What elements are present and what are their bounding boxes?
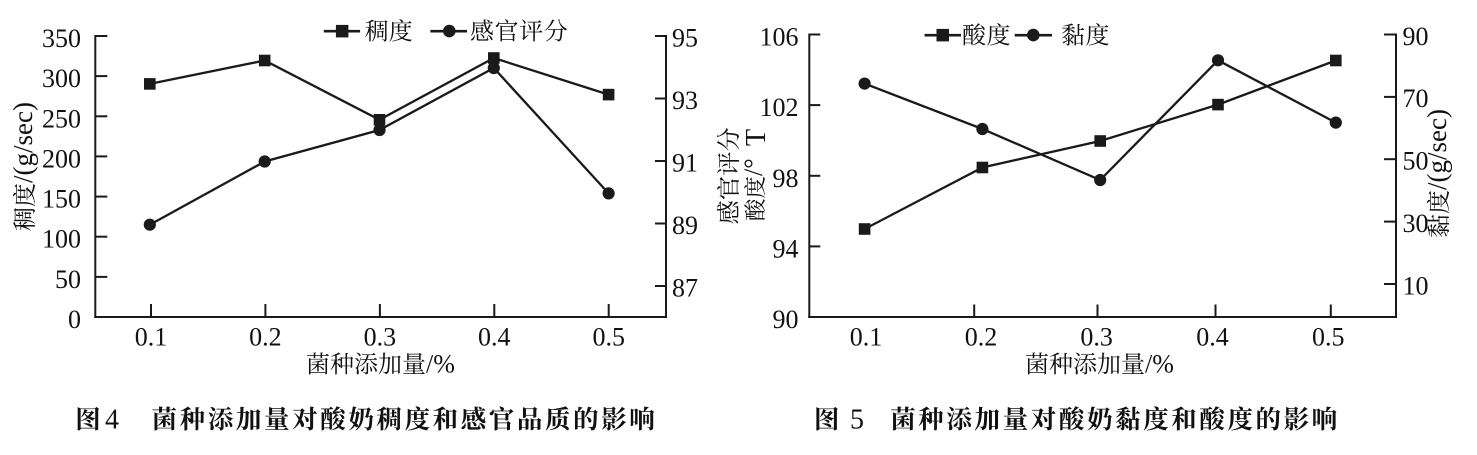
svg-text:0.2: 0.2 [249, 323, 282, 352]
svg-text:91: 91 [672, 148, 698, 177]
svg-text:90: 90 [773, 305, 799, 334]
svg-text:30: 30 [1403, 209, 1429, 238]
svg-text:90: 90 [1403, 22, 1429, 51]
svg-text:70: 70 [1403, 84, 1429, 113]
svg-text:0.1: 0.1 [135, 323, 168, 352]
svg-text:93: 93 [672, 86, 698, 115]
svg-text:150: 150 [42, 185, 81, 214]
svg-text:/%: /% [426, 350, 455, 379]
svg-text:/(g/sec): /(g/sec) [1422, 109, 1452, 190]
svg-text:10: 10 [1403, 271, 1429, 300]
svg-text:89: 89 [672, 211, 698, 240]
svg-text:0.1: 0.1 [850, 323, 883, 352]
svg-text:98: 98 [773, 164, 799, 193]
svg-text:94: 94 [773, 234, 799, 263]
svg-text:0.5: 0.5 [1312, 323, 1345, 352]
svg-text:102: 102 [760, 93, 799, 122]
svg-text:300: 300 [42, 64, 81, 93]
svg-text:4: 4 [105, 404, 119, 435]
svg-text:/°: /° [739, 158, 768, 176]
svg-text:250: 250 [42, 104, 81, 133]
svg-text:106: 106 [760, 23, 799, 52]
svg-text:0.3: 0.3 [364, 323, 397, 352]
svg-text:T: T [741, 129, 772, 146]
svg-text:87: 87 [672, 273, 698, 302]
svg-text:0.2: 0.2 [965, 323, 998, 352]
svg-text:0: 0 [68, 305, 81, 334]
svg-text:95: 95 [672, 23, 698, 52]
svg-text:0.4: 0.4 [478, 323, 511, 352]
svg-text:50: 50 [1403, 147, 1429, 176]
svg-text:200: 200 [42, 144, 81, 173]
svg-text:/(g/sec): /(g/sec) [8, 102, 38, 183]
svg-text:5: 5 [850, 404, 864, 435]
svg-text:0.5: 0.5 [592, 323, 625, 352]
svg-text:350: 350 [42, 24, 81, 53]
svg-text:0.3: 0.3 [1080, 323, 1113, 352]
svg-text:0.4: 0.4 [1196, 323, 1229, 352]
svg-text:100: 100 [42, 225, 81, 254]
svg-text:50: 50 [55, 265, 81, 294]
svg-text:/%: /% [1145, 350, 1174, 379]
